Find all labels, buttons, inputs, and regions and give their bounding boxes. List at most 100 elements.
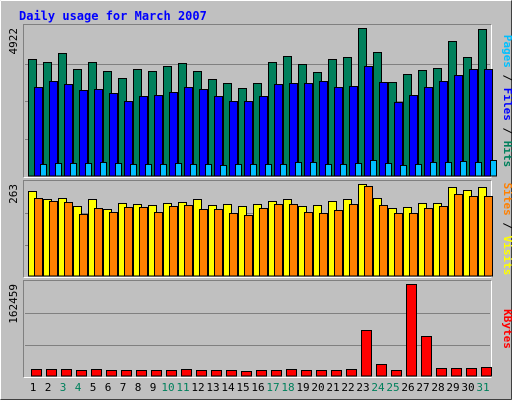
bar-files-day-31 <box>484 69 493 177</box>
bar-pages-day-18 <box>295 162 302 177</box>
bar-kbytes-day-5 <box>91 369 102 377</box>
bar-pages-day-25 <box>400 165 407 177</box>
bar-files-day-7 <box>124 101 133 177</box>
bar-pages-day-14 <box>235 164 242 177</box>
bar-files-day-27 <box>424 87 433 177</box>
x-tick-label-day-29: 29 <box>446 381 459 394</box>
bar-pages-day-3 <box>70 163 77 177</box>
bar-files-day-12 <box>199 89 208 177</box>
bar-files-day-4 <box>79 90 88 177</box>
bar-kbytes-day-17 <box>271 370 282 377</box>
x-tick-label-day-13: 13 <box>206 381 219 394</box>
bar-kbytes-day-7 <box>121 370 132 377</box>
bar-kbytes-day-27 <box>421 336 432 377</box>
x-tick-label-day-26: 26 <box>401 381 414 394</box>
ylabel-sites: Sites <box>501 183 512 216</box>
bar-files-day-1 <box>34 87 43 177</box>
bar-pages-day-5 <box>100 162 107 177</box>
bar-pages-day-1 <box>40 164 47 177</box>
bar-pages-day-13 <box>220 165 227 177</box>
x-tick-label-day-1: 1 <box>30 381 37 394</box>
bar-pages-day-16 <box>265 164 272 177</box>
bar-files-day-2 <box>49 81 58 177</box>
bar-pages-day-20 <box>325 164 332 177</box>
bar-files-day-10 <box>169 92 178 177</box>
bar-sites-day-11 <box>184 205 193 277</box>
bar-kbytes-day-13 <box>211 370 222 377</box>
x-tick-label-day-8: 8 <box>135 381 142 394</box>
bar-kbytes-day-28 <box>436 368 447 377</box>
bar-pages-day-26 <box>415 164 422 177</box>
x-tick-label-day-30: 30 <box>461 381 474 394</box>
bar-pages-day-10 <box>175 163 182 177</box>
bar-kbytes-day-21 <box>331 370 342 377</box>
bar-files-day-19 <box>304 83 313 177</box>
bar-sites-day-14 <box>229 213 238 277</box>
bar-files-day-22 <box>349 86 358 177</box>
bar-files-day-26 <box>409 95 418 177</box>
bar-sites-day-26 <box>409 213 418 277</box>
x-tick-label-day-7: 7 <box>120 381 127 394</box>
bar-kbytes-day-24 <box>376 364 387 377</box>
bar-sites-day-16 <box>259 208 268 277</box>
bar-sites-day-25 <box>394 213 403 277</box>
bar-kbytes-day-6 <box>106 370 117 377</box>
bar-kbytes-day-30 <box>466 368 477 377</box>
panel-1-ylabel: Sites / Visits <box>501 183 512 276</box>
bar-pages-day-23 <box>370 160 377 177</box>
bar-pages-day-30 <box>475 162 482 177</box>
bar-sites-day-19 <box>304 212 313 277</box>
bar-sites-day-5 <box>94 208 103 277</box>
bar-pages-day-29 <box>460 161 467 177</box>
bar-files-day-3 <box>64 84 73 177</box>
x-tick-label-day-14: 14 <box>221 381 235 394</box>
bar-files-day-20 <box>319 81 328 177</box>
bar-kbytes-day-3 <box>61 369 72 377</box>
bar-files-day-23 <box>364 66 373 177</box>
x-tick-label-day-23: 23 <box>356 381 369 394</box>
x-tick-label-day-4: 4 <box>75 381 82 394</box>
x-tick-label-day-16: 16 <box>251 381 264 394</box>
bar-kbytes-day-18 <box>286 369 297 377</box>
bar-sites-day-15 <box>244 215 253 277</box>
bar-files-day-5 <box>94 89 103 177</box>
bar-pages-day-2 <box>55 163 62 177</box>
bar-files-day-29 <box>454 75 463 177</box>
bar-files-day-21 <box>334 87 343 177</box>
bar-sites-day-27 <box>424 208 433 277</box>
bar-kbytes-day-16 <box>256 370 267 377</box>
bar-files-day-25 <box>394 102 403 177</box>
x-tick-label-day-31: 31 <box>476 381 489 394</box>
ylabel-files: Files <box>501 88 512 121</box>
bar-pages-day-19 <box>310 162 317 177</box>
bar-files-day-17 <box>274 84 283 177</box>
bar-kbytes-day-23 <box>361 330 372 377</box>
bar-pages-day-22 <box>355 163 362 177</box>
bar-kbytes-day-20 <box>316 370 327 377</box>
bar-sites-day-6 <box>109 212 118 277</box>
bar-pages-day-9 <box>160 164 167 177</box>
x-tick-label-day-2: 2 <box>45 381 52 394</box>
bar-kbytes-day-10 <box>166 370 177 377</box>
bar-kbytes-day-9 <box>151 370 162 377</box>
bar-pages-day-21 <box>340 164 347 177</box>
bar-sites-day-3 <box>64 202 73 277</box>
bar-sites-day-17 <box>274 204 283 277</box>
bar-sites-day-4 <box>79 214 88 277</box>
bar-sites-day-9 <box>154 212 163 277</box>
x-tick-label-day-5: 5 <box>90 381 97 394</box>
bar-files-day-8 <box>139 96 148 177</box>
ylabel-pages: Pages <box>501 35 512 68</box>
bar-sites-day-24 <box>379 205 388 277</box>
bar-pages-day-7 <box>130 164 137 177</box>
ylabel-hits: Hits <box>501 141 512 168</box>
x-tick-label-day-20: 20 <box>311 381 324 394</box>
bar-sites-day-18 <box>289 204 298 277</box>
bar-pages-day-15 <box>250 164 257 177</box>
bar-sites-day-22 <box>349 204 358 277</box>
bar-sites-day-8 <box>139 207 148 277</box>
ylabel-separator: / <box>501 68 512 88</box>
ylabel-kbytes: KBytes <box>501 309 512 349</box>
